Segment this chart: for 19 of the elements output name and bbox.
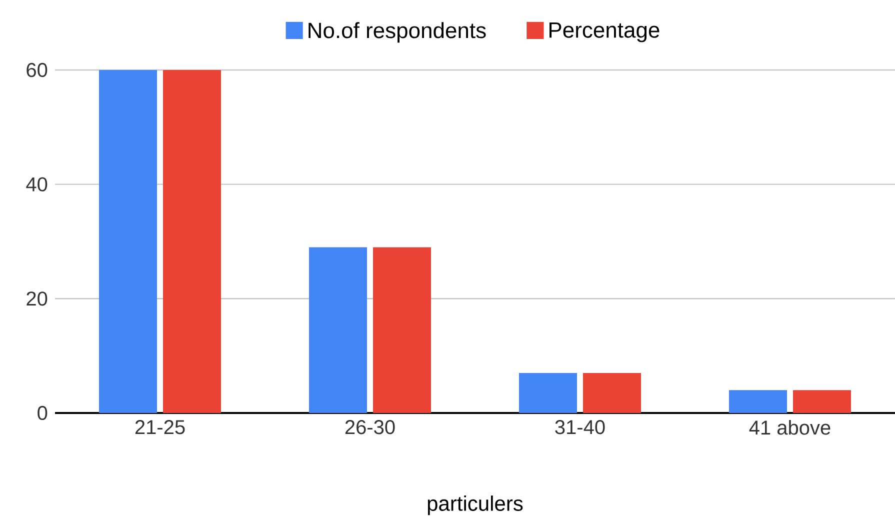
legend-label: Percentage [550, 22, 660, 42]
bar [792, 390, 851, 413]
bar [519, 372, 577, 413]
bar [728, 390, 787, 413]
y-tick-label: 60 [26, 62, 48, 78]
bar [163, 70, 222, 413]
y-tick-label: 0 [38, 406, 48, 420]
bar [99, 70, 158, 413]
bar [582, 372, 641, 413]
bar [373, 247, 431, 413]
bar [309, 247, 368, 413]
x-tick-label: 41 above [749, 420, 830, 435]
x-axis-title: particulers [428, 496, 523, 516]
y-tick-label: 40 [26, 177, 48, 192]
legend-label: No.of respondents [308, 22, 486, 43]
y-tick-label: 20 [26, 292, 48, 306]
x-tick-label: 21-25 [135, 420, 185, 434]
x-tick-label: 26-30 [345, 420, 395, 434]
x-tick-label: 31-40 [555, 420, 605, 434]
